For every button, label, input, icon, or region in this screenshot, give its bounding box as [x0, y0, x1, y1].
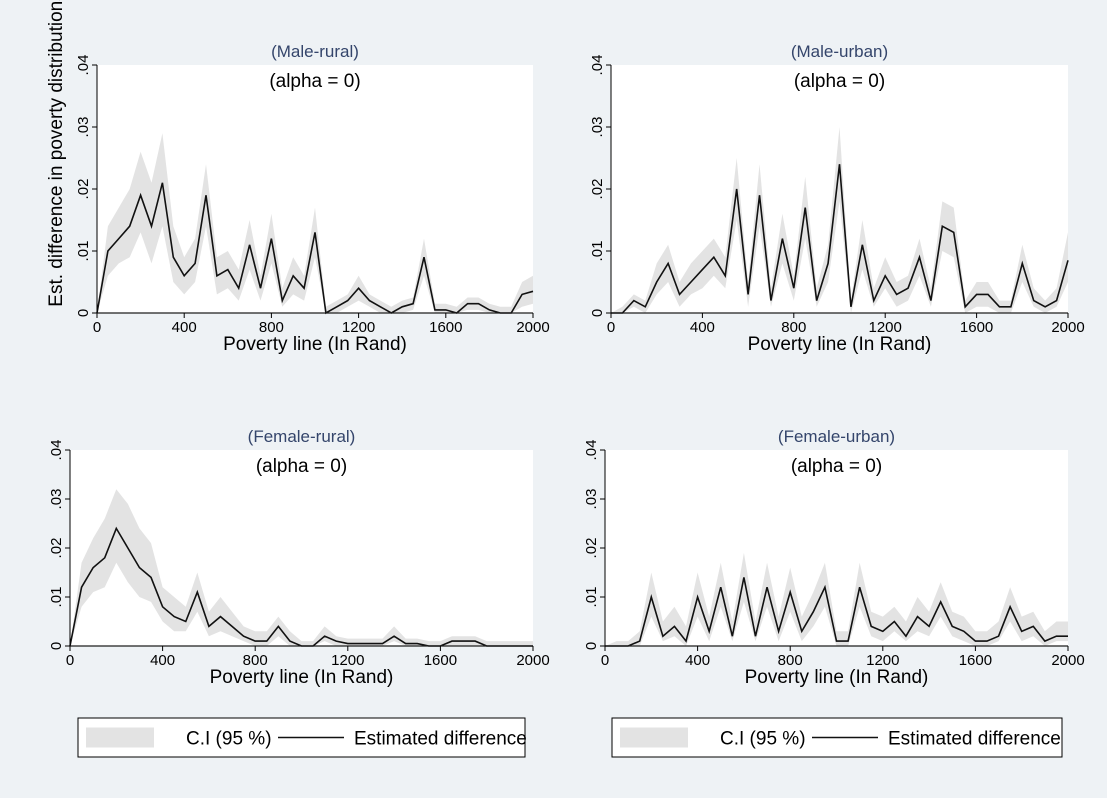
y-tick-label: 0	[583, 642, 600, 650]
x-tick-label: 1600	[960, 319, 993, 336]
y-tick-label: .01	[589, 241, 606, 262]
panel-subtitle: (alpha = 0)	[791, 456, 882, 477]
panel-title: (Male-rural)	[271, 42, 359, 61]
y-tick-label: .04	[48, 440, 65, 461]
y-tick-label: .04	[589, 55, 606, 76]
x-tick-label: 1200	[342, 319, 375, 336]
ci-band	[611, 127, 1068, 313]
y-tick-label: .01	[75, 241, 92, 262]
legend-swatch	[86, 727, 154, 748]
y-tick-label: 0	[75, 309, 92, 317]
x-tick-label: 400	[150, 652, 175, 669]
x-tick-label: 800	[243, 652, 268, 669]
x-tick-label: 1200	[869, 319, 902, 336]
plot-area	[605, 450, 1068, 646]
x-tick-label: 400	[172, 319, 197, 336]
x-tick-label: 2000	[1051, 652, 1084, 669]
x-tick-label: 1200	[331, 652, 364, 669]
y-tick-label: .04	[583, 440, 600, 461]
x-tick-label: 400	[685, 652, 710, 669]
x-tick-label: 2000	[1051, 319, 1084, 336]
x-tick-label: 800	[781, 319, 806, 336]
panel-subtitle: (alpha = 0)	[794, 71, 885, 92]
x-axis-label: Poverty line (In Rand)	[745, 667, 929, 688]
x-tick-label: 800	[778, 652, 803, 669]
y-tick-label: .03	[75, 117, 92, 138]
x-tick-label: 1600	[424, 652, 457, 669]
y-tick-label: 0	[48, 642, 65, 650]
legend-label: C.I (95 %)	[186, 729, 272, 750]
x-tick-label: 0	[607, 319, 615, 336]
y-tick-label: .02	[589, 179, 606, 200]
plot-area	[97, 65, 533, 313]
y-tick-label: .02	[75, 179, 92, 200]
estimate-line	[96, 182, 534, 315]
panel-title: (Female-rural)	[248, 427, 356, 446]
y-tick-label: .02	[583, 538, 600, 559]
y-tick-label: .04	[75, 55, 92, 76]
y-tick-label: .03	[589, 117, 606, 138]
y-tick-label: .03	[48, 489, 65, 510]
estimate-line	[605, 577, 1068, 647]
y-tick-label: .01	[583, 587, 600, 608]
ci-band	[97, 133, 533, 313]
panel-title: (Male-urban)	[791, 42, 888, 61]
legend-label: Estimated difference	[888, 729, 1061, 750]
x-axis-label: Poverty line (In Rand)	[210, 667, 394, 688]
y-tick-label: 0	[589, 309, 606, 317]
x-tick-label: 0	[601, 652, 609, 669]
y-axis-label: Est. difference in poverty distributions	[46, 0, 67, 307]
panel-subtitle: (alpha = 0)	[269, 71, 360, 92]
x-tick-label: 0	[66, 652, 74, 669]
y-tick-label: .02	[48, 538, 65, 559]
ci-band	[605, 552, 1068, 646]
x-tick-label: 0	[93, 319, 101, 336]
x-tick-label: 800	[259, 319, 284, 336]
y-tick-label: .01	[48, 587, 65, 608]
panel-subtitle: (alpha = 0)	[256, 456, 347, 477]
legend-swatch	[620, 727, 688, 748]
x-tick-label: 400	[690, 319, 715, 336]
x-tick-label: 1600	[959, 652, 992, 669]
panel-title: (Female-urban)	[778, 427, 895, 446]
legend-label: Estimated difference	[354, 729, 527, 750]
x-tick-label: 2000	[516, 652, 549, 669]
x-axis-label: Poverty line (In Rand)	[748, 334, 932, 355]
x-tick-label: 2000	[516, 319, 549, 336]
legend-label: C.I (95 %)	[720, 729, 806, 750]
y-tick-label: .03	[583, 489, 600, 510]
ci-band	[70, 489, 533, 646]
estimate-line	[611, 164, 1069, 314]
x-tick-label: 1600	[429, 319, 462, 336]
x-tick-label: 1200	[866, 652, 899, 669]
x-axis-label: Poverty line (In Rand)	[223, 334, 407, 355]
